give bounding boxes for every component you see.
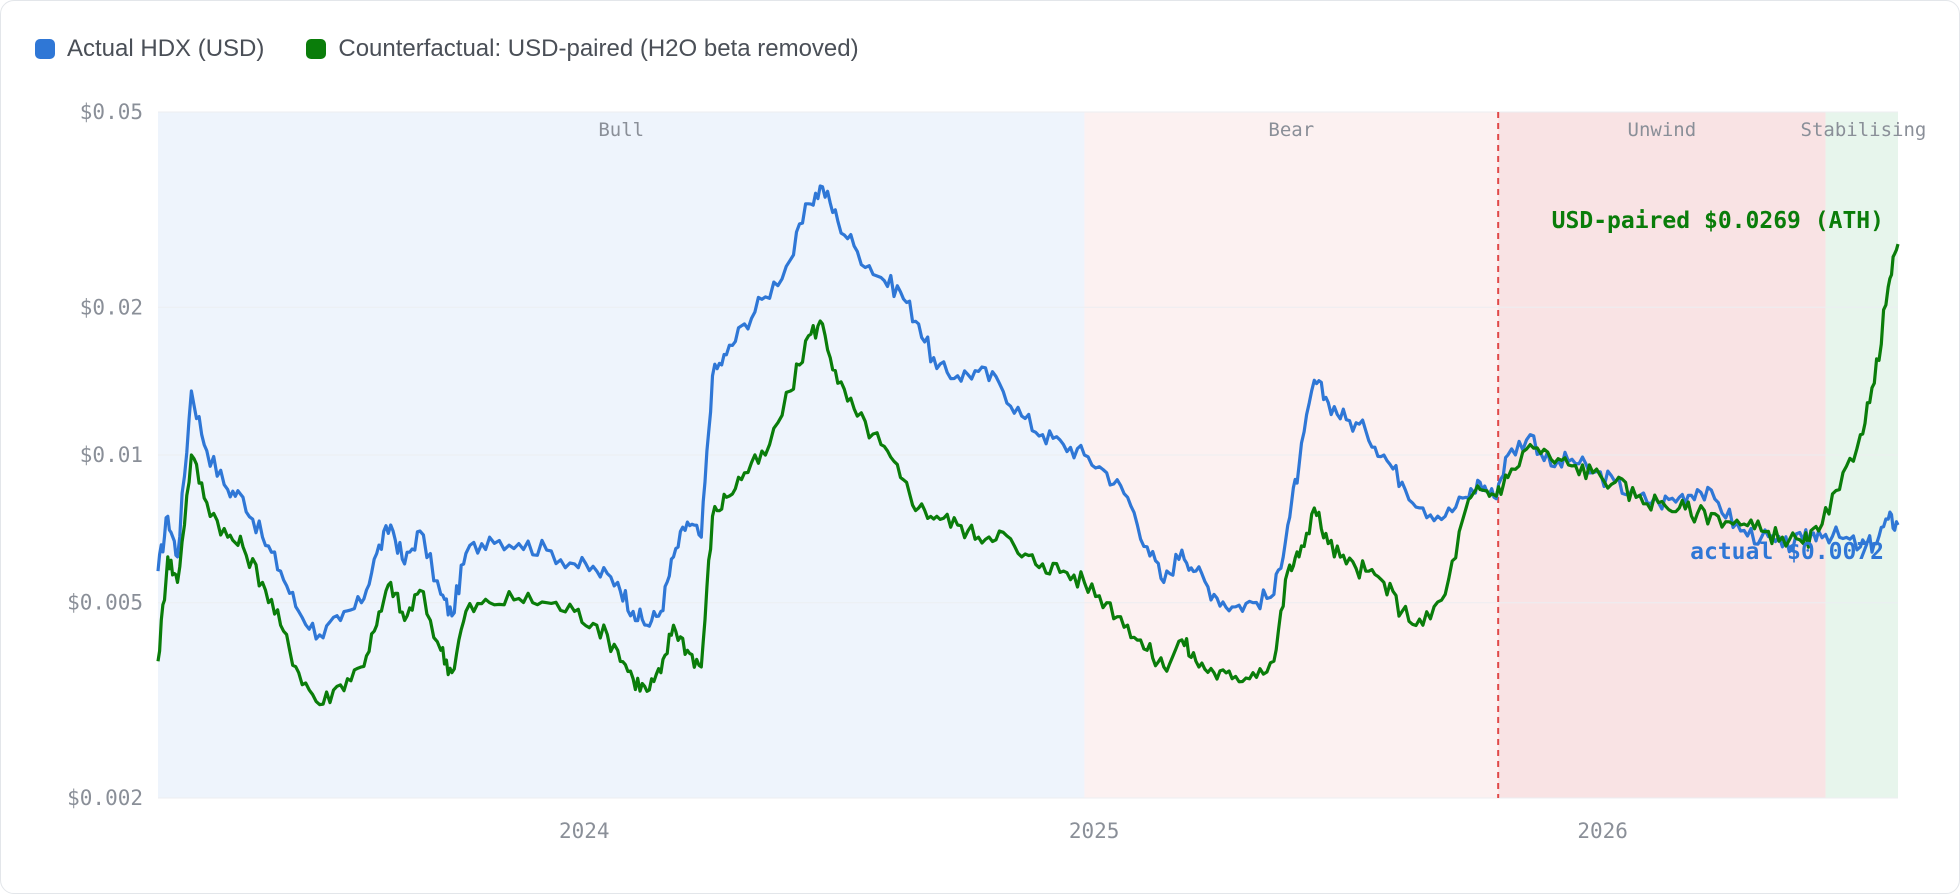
y-tick-label: $0.01 [80,443,143,467]
regime-label-bull: Bull [598,119,644,141]
end-label-counterfactual: USD-paired $0.0269 (ATH) [1552,208,1884,234]
series-lines [156,184,1900,707]
series-line-counterfactual [156,243,1900,707]
x-tick-label: 2024 [559,819,610,843]
regime-label-bear: Bear [1268,119,1314,141]
y-tick-label: $0.05 [80,100,143,124]
x-tick-label: 2025 [1069,819,1120,843]
y-tick-label: $0.005 [67,591,143,615]
legend-swatch-counterfactual [306,39,327,59]
x-tick-label: 2026 [1577,819,1628,843]
x-axis-ticks: 2024 2025 2026 [559,819,1628,843]
y-tick-label: $0.002 [67,786,143,810]
regime-labels: Bull Bear Unwind Stabilising [598,119,1926,141]
legend-item-counterfactual[interactable]: Counterfactual: USD-paired (H2O beta rem… [306,35,859,63]
y-tick-label: $0.02 [80,295,143,319]
end-label-actual: actual $0.0072 [1690,539,1884,565]
regime-label-unwind: Unwind [1628,119,1697,141]
regime-label-stabilising: Stabilising [1801,119,1927,141]
chart-legend: Actual HDX (USD) Counterfactual: USD-pai… [35,35,901,63]
legend-label-counterfactual: Counterfactual: USD-paired (H2O beta rem… [338,35,859,62]
series-end-labels: actual $0.0072 USD-paired $0.0269 (ATH) [1552,208,1884,565]
y-axis-ticks: $0.05 $0.02 $0.01 $0.005 $0.002 [67,100,143,810]
legend-swatch-actual [35,39,55,59]
legend-item-actual[interactable]: Actual HDX (USD) [35,35,264,63]
legend-label-actual: Actual HDX (USD) [67,35,265,62]
